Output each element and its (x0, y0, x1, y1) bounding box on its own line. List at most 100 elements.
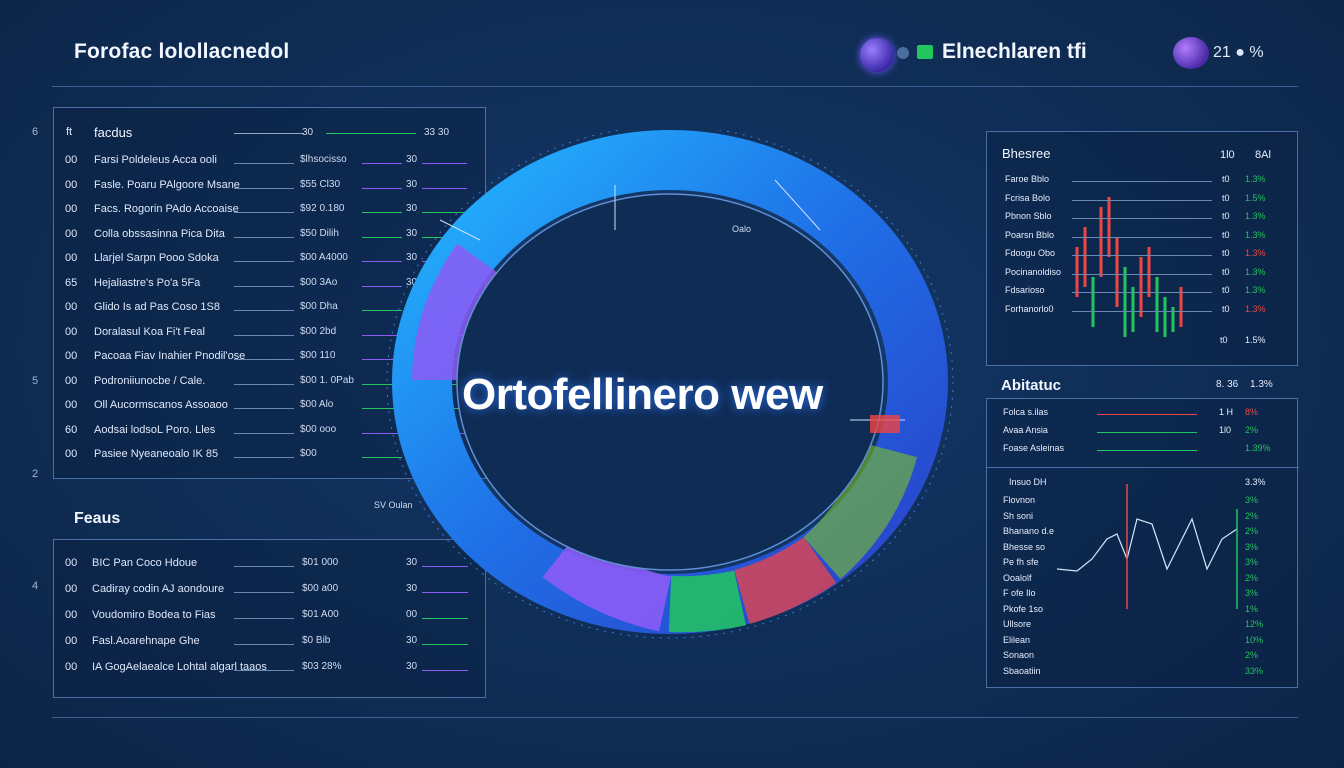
holding-row[interactable]: 00 Farsi Poldeleus Acca ooli $lhsocisso 30 (54, 151, 485, 171)
feature-row-amount: 30 (406, 557, 418, 568)
feature-row-amount: 00 (406, 609, 418, 620)
holding-row-bar (362, 261, 402, 262)
right-mid-row-label: Folca s.ilas (1003, 407, 1049, 417)
feature-row-line (234, 618, 294, 619)
right-bottom-row[interactable]: Sonaon 2% (987, 650, 1297, 663)
right-top-row[interactable]: Fdoogu Obo t0 1.3% (987, 248, 1297, 262)
right-mid-row-label: Avaa Ansia (1003, 425, 1048, 435)
right-mid-row-bar (1097, 414, 1197, 415)
account-avatar[interactable] (1173, 37, 1209, 69)
right-bottom-row[interactable]: Sbaoatiin 33% (987, 666, 1297, 679)
ring-marker (774, 179, 821, 231)
holding-row-bar (362, 236, 402, 238)
holdings-header-line (234, 133, 304, 134)
user-avatar[interactable] (860, 38, 894, 72)
right-top-row[interactable]: Fcrisa Bolo t0 1.5% (987, 193, 1297, 207)
feature-row-line (234, 644, 294, 645)
holding-row-amount: 30 (406, 252, 418, 263)
holding-row-index: 00 (65, 350, 78, 362)
right-mid-row[interactable]: Foase Asleinas 1.39% (987, 443, 1297, 457)
holding-row-index: 60 (65, 423, 78, 436)
right-top-row-a: t0 (1222, 174, 1230, 184)
holding-row[interactable]: 00 Fasle. Poaru PAlgoore Msane $55 Cl30 30 (54, 176, 485, 196)
right-bottom-row[interactable]: Pe fh sfe 3% (987, 557, 1297, 570)
right-top-row[interactable]: Pocinanoldiso t0 1.3% (987, 267, 1297, 281)
holding-row-index: 00 (65, 227, 78, 240)
holding-row-value: $00 2bd (300, 325, 337, 337)
holding-row-index: 00 (65, 203, 78, 215)
right-top-row-line (1072, 273, 1212, 275)
right-bottom-row[interactable]: Elilean 10% (987, 635, 1297, 648)
feature-row[interactable]: 00 BIC Pan Coco Hdoue $01 000 30 (54, 554, 485, 574)
right-mid-row[interactable]: Folca s.ilas 1 H 8% (987, 407, 1297, 421)
right-bottom-row[interactable]: Pkofe 1so 1% (987, 604, 1297, 617)
right-bottom-row-b: 3% (1245, 541, 1259, 552)
right-top-row[interactable]: Faroe Bblo t0 1.3% (987, 174, 1297, 188)
right-top-row-b: 1.3% (1245, 211, 1266, 221)
holding-row-bar (362, 383, 402, 385)
right-top-row-line (1072, 181, 1212, 182)
feature-row[interactable]: 00 Voudomiro Bodea to Fias $01 A00 00 (54, 606, 485, 626)
feature-row-label: BIC Pan Coco Hdoue (92, 557, 198, 569)
right-bottom-row-b: 2% (1245, 572, 1259, 583)
right-bottom-head-val: 3.3% (1245, 477, 1266, 487)
holding-row[interactable]: 00 Colla obssasinna Pica Dita $50 Dilih 30 (54, 225, 485, 245)
holding-row-index: 00 (65, 325, 78, 338)
feature-row-index: 00 (65, 609, 78, 621)
left-axis-label: 4 (32, 580, 39, 592)
right-top-row[interactable]: Poarsn Bblo t0 1.3% (987, 230, 1297, 244)
holding-row-amount: 30 (406, 178, 418, 190)
right-bottom-row[interactable]: Ullsore 12% (987, 619, 1297, 632)
holding-row-label: Hejaliastre's Po'a 5Fa (94, 276, 201, 289)
right-top-row-b: 1.3% (1245, 266, 1266, 277)
holding-row-label: Pacoaa Fiav Inahier Pnodil'ose (94, 350, 246, 362)
feature-row-label: Cadiray codin AJ aondoure (92, 583, 225, 595)
right-top-row-b: 1.3% (1245, 229, 1266, 240)
holding-row-line (234, 334, 294, 336)
right-bottom-row[interactable]: F ofe Ilo 3% (987, 588, 1297, 601)
right-top-row-line (1072, 236, 1212, 238)
feature-row[interactable]: 00 IA GogAelaealce Lohtal algarl taaos $03… (54, 658, 485, 678)
feature-row-amount: 30 (406, 583, 418, 594)
right-bottom-row[interactable]: Ooalolf 2% (987, 573, 1297, 586)
holding-row-index: 65 (65, 276, 78, 289)
right-bottom-row-b: 2% (1245, 650, 1259, 660)
holding-row-bar-2 (422, 163, 467, 164)
ring-segment-olive (803, 442, 918, 580)
holding-row-index: 00 (65, 448, 78, 460)
right-top-row-a: t0 (1222, 285, 1230, 295)
right-mid-v2: 1.3% (1250, 379, 1273, 390)
line-chart (1057, 484, 1238, 609)
right-top-row[interactable]: Fdsarioso t0 1.3% (987, 285, 1297, 299)
right-top-row-label: Poarsn Bblo (1005, 229, 1055, 240)
holding-row-line (234, 432, 294, 434)
feature-row[interactable]: 00 Fasl.Aoarehnape Ghe $0 Bib 30 (54, 632, 485, 652)
right-top-row-a: t0 (1222, 303, 1230, 314)
right-bottom-row-b: 3% (1245, 588, 1259, 598)
holding-row-bar (362, 163, 402, 164)
holding-row[interactable]: 00 Facs. Rogorin PAdo Accoaise $92 0.180 30 (54, 200, 485, 220)
holding-row-bar (362, 310, 402, 311)
ring-segment-green (668, 570, 746, 633)
right-bottom-row-label: Sbaoatiin (1003, 665, 1041, 676)
right-bottom-row-b: 2% (1245, 526, 1259, 536)
feature-row[interactable]: 00 Cadiray codin AJ aondoure $00 a00 30 (54, 580, 485, 600)
right-top-row[interactable]: Pbnon Sblo t0 1.3% (987, 211, 1297, 225)
right-bottom-row[interactable]: Bhesse so 3% (987, 542, 1297, 555)
feature-row-value: $03 28% (302, 661, 342, 672)
right-bottom-row-b: 33% (1245, 665, 1264, 676)
right-top-row[interactable]: Forhanorlo0 t0 1.3% (987, 304, 1297, 318)
holding-row-bar (362, 285, 402, 287)
holding-row-bar-2 (422, 187, 467, 189)
feature-row-index: 00 (65, 661, 78, 673)
right-bottom-row[interactable]: Sh soni 2% (987, 511, 1297, 524)
right-bottom-row[interactable]: Bhanano d.e 2% (987, 526, 1297, 539)
right-mid-row-a: 1 H (1219, 407, 1234, 417)
right-mid-row[interactable]: Avaa Ansia 1l0 2% (987, 425, 1297, 439)
holding-row-index: 00 (65, 374, 78, 387)
right-bottom-row-label: Ooalolf (1003, 572, 1032, 583)
right-bottom-row[interactable]: Flovnon 3% (987, 495, 1297, 508)
ring-highlight (870, 415, 900, 433)
